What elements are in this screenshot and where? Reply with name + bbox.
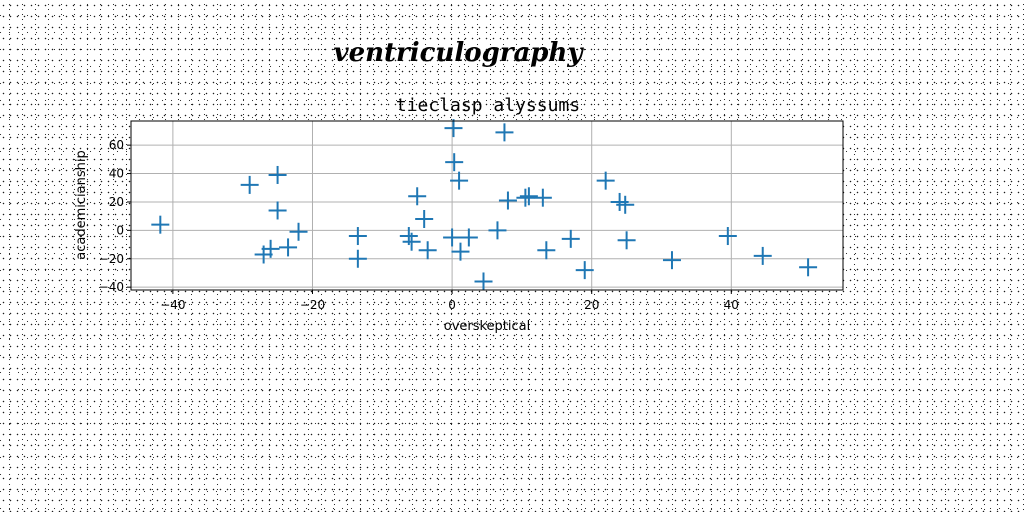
plot-area <box>131 121 843 290</box>
x-tick-label: 40 <box>724 298 739 312</box>
x-tick-label: 0 <box>448 298 456 312</box>
x-tick-label: −40 <box>160 298 185 312</box>
y-tick-label: −40 <box>99 280 124 294</box>
y-tick-label: 40 <box>109 167 124 181</box>
x-tick-label: 20 <box>584 298 599 312</box>
y-axis-label: academicianship <box>74 150 89 259</box>
y-tick-label: 0 <box>116 223 124 237</box>
y-axis-ticks: −40 −20 0 20 40 60 <box>99 138 131 294</box>
y-tick-label: 20 <box>109 195 124 209</box>
x-axis-label: overskeptical <box>444 319 531 334</box>
figure-title: ventriculography <box>333 38 584 68</box>
x-tick-label: −20 <box>300 298 325 312</box>
y-tick-label: 60 <box>109 138 124 152</box>
y-tick-label: −20 <box>99 252 124 266</box>
x-axis-ticks: −40 −20 0 20 40 <box>160 290 739 312</box>
chart-title: tieclasp alyssums <box>396 95 580 116</box>
